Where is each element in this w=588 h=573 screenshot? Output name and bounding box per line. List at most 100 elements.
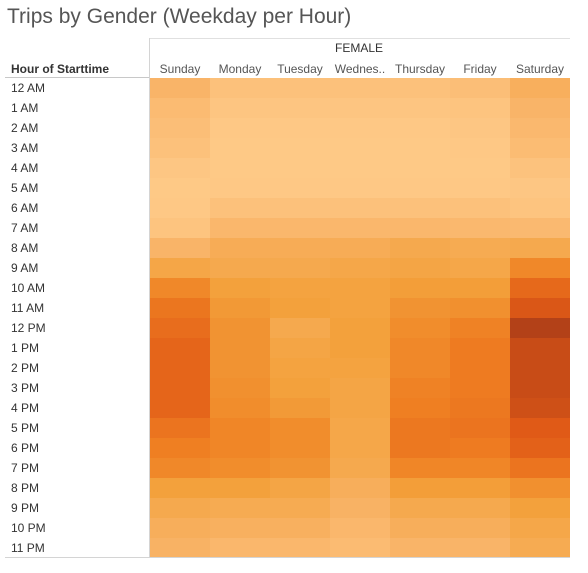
- heatmap-cell[interactable]: [450, 478, 510, 498]
- heatmap-cell[interactable]: [330, 298, 390, 318]
- heatmap-cell[interactable]: [450, 178, 510, 198]
- heatmap-cell[interactable]: [270, 438, 330, 458]
- heatmap-cell[interactable]: [450, 218, 510, 238]
- heatmap-cell[interactable]: [210, 138, 270, 158]
- heatmap-cell[interactable]: [390, 218, 450, 238]
- heatmap-cell[interactable]: [150, 498, 210, 518]
- heatmap-cell[interactable]: [450, 498, 510, 518]
- heatmap-cell[interactable]: [510, 218, 570, 238]
- heatmap-cell[interactable]: [510, 338, 570, 358]
- heatmap-cell[interactable]: [210, 398, 270, 418]
- heatmap-cell[interactable]: [330, 278, 390, 298]
- heatmap-cell[interactable]: [510, 438, 570, 458]
- heatmap-cell[interactable]: [210, 178, 270, 198]
- heatmap-cell[interactable]: [510, 138, 570, 158]
- heatmap-cell[interactable]: [450, 118, 510, 138]
- heatmap-cell[interactable]: [510, 398, 570, 418]
- heatmap-cell[interactable]: [330, 238, 390, 258]
- heatmap-cell[interactable]: [450, 318, 510, 338]
- heatmap-cell[interactable]: [330, 138, 390, 158]
- heatmap-cell[interactable]: [150, 418, 210, 438]
- heatmap-cell[interactable]: [450, 258, 510, 278]
- heatmap-cell[interactable]: [510, 158, 570, 178]
- heatmap-cell[interactable]: [510, 118, 570, 138]
- heatmap-cell[interactable]: [510, 238, 570, 258]
- heatmap-cell[interactable]: [270, 278, 330, 298]
- heatmap-cell[interactable]: [390, 178, 450, 198]
- heatmap-cell[interactable]: [150, 78, 210, 98]
- heatmap-cell[interactable]: [390, 358, 450, 378]
- heatmap-cell[interactable]: [390, 318, 450, 338]
- heatmap-cell[interactable]: [270, 518, 330, 538]
- heatmap-cell[interactable]: [330, 258, 390, 278]
- heatmap-cell[interactable]: [510, 498, 570, 518]
- heatmap-cell[interactable]: [390, 158, 450, 178]
- heatmap-cell[interactable]: [390, 138, 450, 158]
- heatmap-cell[interactable]: [510, 278, 570, 298]
- heatmap-cell[interactable]: [390, 498, 450, 518]
- heatmap-cell[interactable]: [210, 298, 270, 318]
- heatmap-cell[interactable]: [270, 318, 330, 338]
- heatmap-cell[interactable]: [330, 78, 390, 98]
- heatmap-cell[interactable]: [150, 298, 210, 318]
- heatmap-cell[interactable]: [450, 398, 510, 418]
- heatmap-cell[interactable]: [330, 98, 390, 118]
- heatmap-cell[interactable]: [450, 198, 510, 218]
- heatmap-cell[interactable]: [210, 98, 270, 118]
- heatmap-cell[interactable]: [390, 238, 450, 258]
- heatmap-cell[interactable]: [450, 438, 510, 458]
- heatmap-cell[interactable]: [150, 238, 210, 258]
- heatmap-cell[interactable]: [210, 458, 270, 478]
- heatmap-cell[interactable]: [210, 78, 270, 98]
- heatmap-cell[interactable]: [210, 238, 270, 258]
- heatmap-cell[interactable]: [390, 478, 450, 498]
- heatmap-cell[interactable]: [210, 118, 270, 138]
- heatmap-cell[interactable]: [270, 418, 330, 438]
- heatmap-cell[interactable]: [210, 438, 270, 458]
- heatmap-cell[interactable]: [210, 418, 270, 438]
- heatmap-cell[interactable]: [390, 378, 450, 398]
- heatmap-cell[interactable]: [330, 438, 390, 458]
- heatmap-cell[interactable]: [150, 478, 210, 498]
- heatmap-cell[interactable]: [450, 158, 510, 178]
- heatmap-cell[interactable]: [330, 478, 390, 498]
- heatmap-cell[interactable]: [390, 258, 450, 278]
- heatmap-cell[interactable]: [390, 438, 450, 458]
- heatmap-cell[interactable]: [210, 518, 270, 538]
- heatmap-cell[interactable]: [390, 78, 450, 98]
- heatmap-cell[interactable]: [330, 178, 390, 198]
- heatmap-cell[interactable]: [270, 358, 330, 378]
- heatmap-cell[interactable]: [510, 298, 570, 318]
- heatmap-cell[interactable]: [510, 538, 570, 558]
- heatmap-cell[interactable]: [150, 458, 210, 478]
- heatmap-cell[interactable]: [150, 218, 210, 238]
- heatmap-cell[interactable]: [450, 98, 510, 118]
- heatmap-cell[interactable]: [510, 258, 570, 278]
- heatmap-cell[interactable]: [270, 458, 330, 478]
- heatmap-cell[interactable]: [270, 298, 330, 318]
- heatmap-cell[interactable]: [210, 338, 270, 358]
- heatmap-cell[interactable]: [450, 238, 510, 258]
- heatmap-cell[interactable]: [210, 158, 270, 178]
- heatmap-cell[interactable]: [270, 138, 330, 158]
- heatmap-cell[interactable]: [450, 338, 510, 358]
- heatmap-cell[interactable]: [450, 358, 510, 378]
- heatmap-cell[interactable]: [510, 418, 570, 438]
- heatmap-cell[interactable]: [270, 498, 330, 518]
- heatmap-cell[interactable]: [210, 498, 270, 518]
- heatmap-cell[interactable]: [390, 118, 450, 138]
- heatmap-cell[interactable]: [450, 278, 510, 298]
- heatmap-cell[interactable]: [330, 418, 390, 438]
- heatmap-cell[interactable]: [390, 418, 450, 438]
- heatmap-cell[interactable]: [150, 338, 210, 358]
- heatmap-cell[interactable]: [330, 338, 390, 358]
- heatmap-cell[interactable]: [150, 518, 210, 538]
- heatmap-cell[interactable]: [150, 438, 210, 458]
- heatmap-cell[interactable]: [330, 398, 390, 418]
- heatmap-cell[interactable]: [450, 378, 510, 398]
- heatmap-cell[interactable]: [210, 218, 270, 238]
- heatmap-cell[interactable]: [390, 98, 450, 118]
- heatmap-cell[interactable]: [270, 118, 330, 138]
- heatmap-cell[interactable]: [150, 318, 210, 338]
- heatmap-cell[interactable]: [150, 158, 210, 178]
